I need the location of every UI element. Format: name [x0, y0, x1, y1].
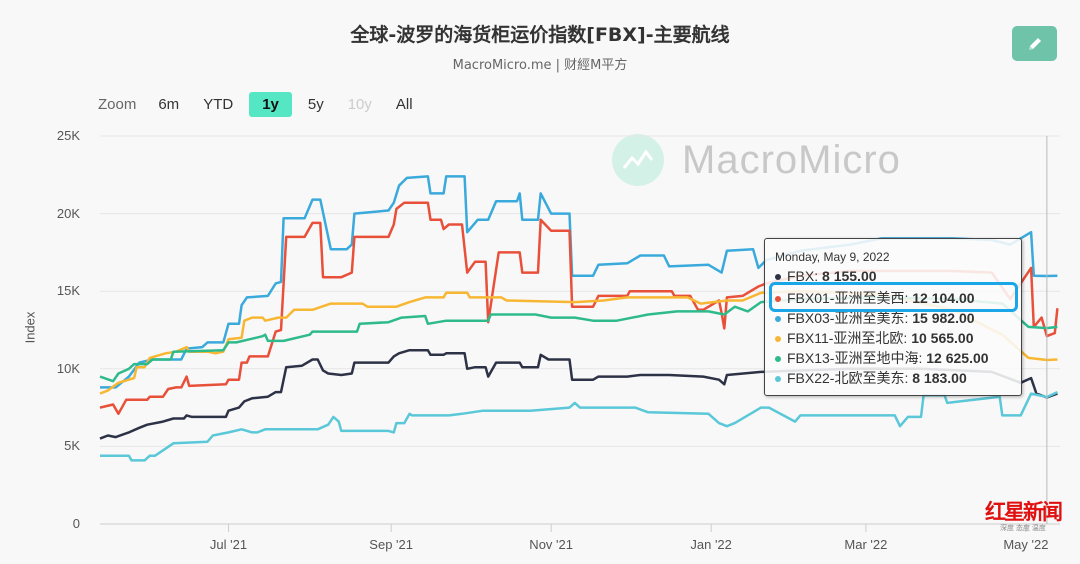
tooltip-series-label: FBX01-亚洲至美西: — [787, 290, 913, 306]
highlight-box — [769, 282, 1018, 312]
zoom-10y-button: 10y — [347, 95, 372, 113]
zoom-all-button[interactable]: All — [395, 95, 413, 113]
tooltip-series-value: 15 982.00 — [912, 310, 975, 326]
tooltip-series-value: 12 625.00 — [926, 350, 989, 366]
tooltip-series-label: FBX: — [787, 268, 823, 284]
y-tick-label: 15K — [56, 283, 80, 299]
y-tick-label: 5K — [64, 438, 80, 454]
series-dot-icon — [775, 296, 781, 303]
macromicro-watermark: MacroMicro — [612, 134, 901, 186]
zoom-5y-button[interactable]: 5y — [307, 95, 324, 113]
tooltip-series-label: FBX03-亚洲至美东: — [787, 310, 913, 326]
tooltip-series-value: 8 183.00 — [912, 370, 967, 386]
y-tick-label: 25K — [56, 128, 80, 143]
x-tick-label: Nov '21 — [529, 537, 573, 552]
y-tick-label: 20K — [56, 205, 80, 221]
y-axis-label: Index — [22, 311, 38, 344]
hongxing-news-tagline: 深度 态度 温度 — [1000, 525, 1046, 532]
tooltip-row: FBX22-北欧至美东: 8 183.00 — [775, 368, 967, 388]
zoom-ytd-button[interactable]: YTD — [203, 95, 234, 113]
y-tick-label: 10K — [56, 360, 80, 376]
tooltip-date: Monday, May 9, 2022 — [775, 250, 890, 264]
zoom-label: Zoom — [98, 95, 137, 113]
chart-title: 全球-波罗的海货柜运价指数[FBX]-主要航线 — [350, 24, 730, 46]
series-line-fbx22 — [100, 390, 1058, 462]
series-dot-icon — [775, 336, 781, 343]
tooltip: Monday, May 9, 2022 FBX: 8 155.00 FBX01-亚… — [764, 238, 1022, 396]
tooltip-row: FBX13-亚洲至地中海: 12 625.00 — [775, 348, 989, 368]
hongxing-news-logo: 红星新闻 — [985, 499, 1063, 524]
x-tick-label: Jan '22 — [690, 537, 732, 552]
watermark-text: MacroMicro — [682, 137, 901, 182]
macromicro-logo-icon — [612, 134, 664, 186]
tooltip-series-label: FBX13-亚洲至地中海: — [787, 350, 927, 366]
x-tick-label: Jul '21 — [209, 537, 248, 552]
tooltip-series-value: 8 155.00 — [822, 268, 877, 284]
tooltip-series-label: FBX11-亚洲至北欧: — [787, 330, 912, 346]
zoom-range-selector: Zoom 6m YTD 1y 5y 10y All — [98, 91, 429, 117]
tooltip-series-value: 12 104.00 — [912, 290, 975, 306]
x-tick-label: May '22 — [1003, 537, 1049, 552]
series-dot-icon — [775, 376, 781, 383]
zoom-6m-button[interactable]: 6m — [158, 95, 180, 113]
series-dot-icon — [775, 356, 781, 363]
zoom-1y-button[interactable]: 1y — [249, 91, 292, 117]
x-tick-label: Mar '22 — [844, 537, 888, 552]
y-tick-label: 0 — [72, 516, 80, 531]
pencil-icon — [1028, 37, 1041, 50]
series-dot-icon — [775, 274, 781, 281]
tooltip-series-label: FBX22-北欧至美东: — [787, 370, 913, 386]
tooltip-row: FBX01-亚洲至美西: 12 104.00 — [775, 288, 975, 308]
edit-button[interactable] — [1012, 26, 1057, 61]
tooltip-series-value: 10 565.00 — [911, 330, 974, 346]
x-tick-label: Sep '21 — [369, 537, 413, 552]
tooltip-row: FBX: 8 155.00 — [775, 268, 877, 284]
tooltip-row: FBX03-亚洲至美东: 15 982.00 — [775, 308, 975, 328]
tooltip-row: FBX11-亚洲至北欧: 10 565.00 — [775, 328, 974, 348]
series-dot-icon — [775, 316, 781, 323]
chart-subtitle: MacroMicro.me | 财經M平方 — [452, 58, 628, 73]
